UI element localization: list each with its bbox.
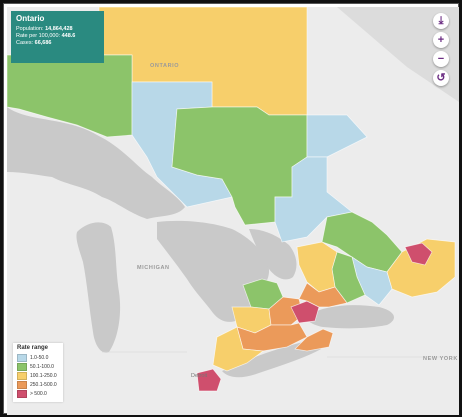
map-viewport[interactable]: ONTARIO MICHIGAN NEW YORK Detroit Ontari… <box>7 7 459 415</box>
legend-item: > 500.0 <box>17 389 59 398</box>
label-michigan: MICHIGAN <box>137 265 170 271</box>
info-title: Ontario <box>16 14 45 23</box>
label-new-york: NEW YORK <box>423 356 458 362</box>
lake-superior <box>7 107 185 219</box>
region-toronto[interactable] <box>290 300 320 324</box>
hudson-bay <box>337 7 459 102</box>
region-northwest[interactable] <box>7 54 133 138</box>
lake-ontario <box>306 305 394 329</box>
population-row: Population: 14,864,428 <box>16 26 99 33</box>
region-niagara[interactable] <box>294 328 334 352</box>
region-timiskaming[interactable] <box>306 114 368 158</box>
legend-title: Rate range <box>17 345 49 351</box>
lake-michigan <box>76 222 121 353</box>
legend-label: 1.0-50.0 <box>30 354 49 361</box>
reset-view-button[interactable]: ↺ <box>433 70 449 86</box>
choropleth-map[interactable] <box>7 7 459 415</box>
region-southwest[interactable] <box>212 326 264 372</box>
region-york-durham[interactable] <box>298 282 348 308</box>
population-value: 14,864,428 <box>45 26 73 32</box>
zoom-in-icon: + <box>437 33 445 46</box>
legend-swatch <box>17 380 27 389</box>
legend-item: 1.0-50.0 <box>17 353 59 362</box>
download-icon: ⤓ <box>438 14 444 27</box>
download-button[interactable]: ⤓ <box>433 13 449 29</box>
legend-label: 50.1-100.0 <box>30 363 54 370</box>
region-windsor-essex[interactable] <box>196 368 222 392</box>
legend-swatch <box>17 362 27 371</box>
label-detroit: Detroit <box>191 373 208 379</box>
zoom-in-button[interactable]: + <box>433 32 449 48</box>
lake-huron <box>157 220 270 322</box>
cases-label: Cases: <box>16 40 34 46</box>
legend: Rate range 1.0-50.0 50.1-100.0 100.1-250.0… <box>13 343 63 402</box>
legend-item: 250.1-500.0 <box>17 380 59 389</box>
zoom-out-icon: − <box>437 52 445 65</box>
cases-value: 66,686 <box>34 40 52 46</box>
lake-erie <box>222 340 323 378</box>
population-label: Population: <box>16 26 44 32</box>
legend-item: 50.1-100.0 <box>17 362 59 371</box>
legend-label: 250.1-500.0 <box>30 381 57 388</box>
legend-label: 100.1-250.0 <box>30 372 57 379</box>
cases-row: Cases: 66,686 <box>16 40 99 47</box>
info-box: Ontario Population: 14,864,428 Rate per … <box>11 11 104 63</box>
legend-label: > 500.0 <box>30 390 47 397</box>
label-ontario: ONTARIO <box>150 63 180 69</box>
legend-swatch <box>17 371 27 380</box>
legend-swatch <box>17 353 27 362</box>
rate-value: 448.6 <box>61 33 76 39</box>
rate-row: Rate per 100,000: 448.6 <box>16 33 99 40</box>
legend-item: 100.1-250.0 <box>17 371 59 380</box>
reset-view-icon: ↺ <box>436 71 446 84</box>
legend-swatch <box>17 389 27 398</box>
zoom-out-button[interactable]: − <box>433 51 449 67</box>
region-sudbury[interactable] <box>274 156 353 243</box>
rate-label: Rate per 100,000: <box>16 33 61 39</box>
region-ottawa[interactable] <box>404 242 433 266</box>
